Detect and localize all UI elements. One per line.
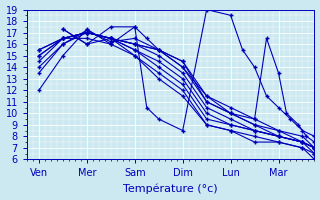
X-axis label: Température (°c): Température (°c) (124, 184, 218, 194)
